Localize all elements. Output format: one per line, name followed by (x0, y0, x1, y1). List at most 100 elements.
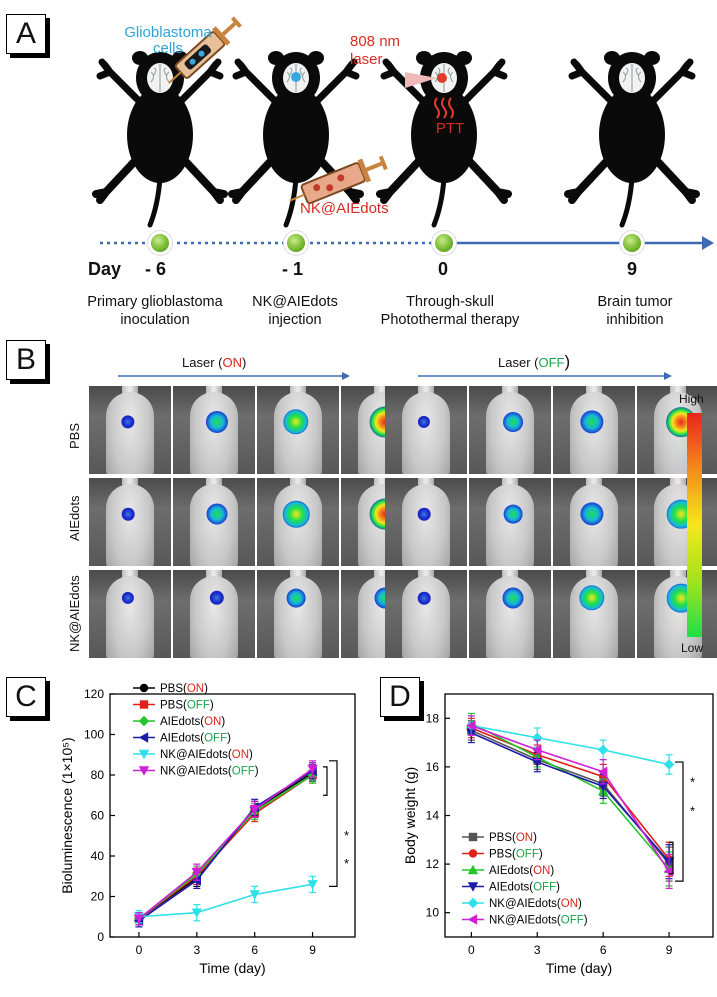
row-label-aiedots: AIEdots (67, 495, 82, 541)
imaging-tile (637, 386, 717, 474)
panel-b-label: B (6, 340, 46, 380)
data-point (466, 720, 476, 731)
mouse-figure-day-minus6 (96, 51, 224, 225)
data-point (467, 864, 479, 875)
series-nk-aiedots-off (466, 715, 674, 889)
panel-a-illustration (0, 16, 714, 250)
legend: PBS(ON) PBS(OFF) AIEdots(ON) AIEdots(OFF) NK… (462, 832, 588, 927)
legend-label: AIEdots(OFF) (489, 882, 560, 894)
colorbar (687, 413, 702, 637)
panel-d-label: D (380, 677, 420, 717)
x-tick-label: 9 (309, 943, 316, 957)
legend-label: AIEdots(OFF) (160, 733, 231, 745)
data-point (138, 766, 150, 776)
series-line (470, 722, 670, 870)
tumor-signal (286, 588, 306, 608)
day-value-9: 9 (627, 259, 638, 279)
tumor-signal (209, 590, 225, 606)
laser-off-prefix: Laser ( (498, 355, 539, 370)
imaging-tile (385, 386, 467, 474)
legend-label: NK@AIEdots(ON) (160, 749, 253, 761)
imaging-tile (89, 478, 171, 566)
series-line (471, 727, 670, 860)
imaging-tile (385, 570, 467, 658)
data-point (138, 749, 150, 760)
mouse-figure-day9 (568, 51, 696, 225)
imaging-tile (257, 570, 339, 658)
x-tick-label: 0 (136, 943, 143, 957)
imaging-tile (553, 570, 635, 658)
imaging-tile (637, 570, 717, 658)
imaging-tile (257, 386, 339, 474)
y-axis-title: Body weight (g) (402, 767, 418, 864)
imaging-tile (173, 478, 255, 566)
significance-bracket: ** (323, 760, 349, 887)
tumor-signal (502, 587, 524, 609)
chart-d: 10 12 14 16 18 0 3 6 9 Time (day) Body weight (g) P… (402, 693, 714, 976)
day-value-minus6: - 6 (145, 259, 167, 279)
tumor-signal (417, 591, 431, 605)
ptt-label: PTT (435, 120, 465, 137)
data-point (191, 868, 203, 878)
laser-off-suffix: ) (564, 352, 571, 371)
data-point (468, 832, 478, 842)
tumor-signal (417, 507, 431, 521)
y-axis-title: Bioluminescence (1×10⁵) (59, 737, 75, 893)
bracket-inner (669, 841, 674, 875)
tumor-signal (205, 410, 229, 434)
legend: PBS(ON) PBS(OFF) AIEdots(ON) AIEdots(OFF) NK… (133, 683, 259, 778)
timeline-dot-day-minus1 (287, 234, 305, 252)
imaging-tile (385, 478, 467, 566)
series-line (471, 732, 670, 863)
series-nk-aiedots-on (133, 875, 318, 924)
syringe-icon-glioblastoma (168, 16, 242, 84)
day-value-minus1: - 1 (282, 259, 304, 279)
data-point (467, 897, 479, 909)
x-axis-title: Time (day) (199, 960, 265, 976)
significance-star: * (690, 804, 695, 819)
laser-on-state: ON (222, 355, 242, 370)
y-tick-label: 120 (84, 687, 104, 701)
y-tick-label: 16 (426, 760, 440, 774)
data-point (138, 715, 150, 727)
bracket-outer (329, 760, 338, 887)
data-point (249, 805, 260, 815)
caption-day0: Through-skull Photothermal therapy (380, 294, 520, 328)
bracket-inner (323, 766, 328, 796)
imaging-tile (469, 570, 551, 658)
tumor-signal (580, 502, 604, 526)
laser-on-suffix: ) (241, 355, 247, 370)
timeline-dot-day9 (623, 234, 641, 252)
y-tick-label: 18 (426, 711, 440, 725)
tumor-signal (580, 410, 604, 434)
mouse-figure-day0 (380, 51, 508, 225)
heat-waves-icon (434, 97, 454, 119)
significance-star: * (344, 856, 349, 871)
legend-label: PBS(OFF) (489, 849, 543, 861)
series-line (138, 883, 313, 918)
imaging-tile (89, 386, 171, 474)
series-line (471, 724, 670, 872)
series-nk-aiedots-off (133, 760, 318, 926)
data-point (139, 700, 149, 709)
data-point (467, 914, 478, 925)
y-tick-label: 14 (426, 809, 440, 823)
day-prefix-label: Day (88, 259, 122, 279)
y-tick-label: 80 (91, 768, 105, 782)
legend-label: NK@AIEdots(ON) (489, 898, 582, 910)
tumor-signal (121, 507, 135, 521)
imaging-tile (257, 478, 339, 566)
tumor-signal (417, 415, 431, 429)
caption-day-minus1: NK@AIEdots injection (252, 294, 338, 328)
glioblastoma-label: Glioblastoma cells (124, 24, 212, 57)
y-tick-label: 100 (84, 728, 104, 742)
caption-day-minus6: Primary glioblastoma inoculation (87, 294, 223, 328)
nk-aiedots-label: NK@AIEdots (300, 200, 389, 217)
tumor-signal (579, 585, 605, 611)
legend-label: NK@AIEdots(OFF) (489, 915, 588, 927)
panel-c-label: C (6, 677, 46, 717)
panel-a-label: A (6, 14, 46, 54)
x-tick-label: 6 (600, 943, 607, 957)
data-point (139, 683, 149, 693)
legend-label: PBS(ON) (160, 683, 208, 695)
